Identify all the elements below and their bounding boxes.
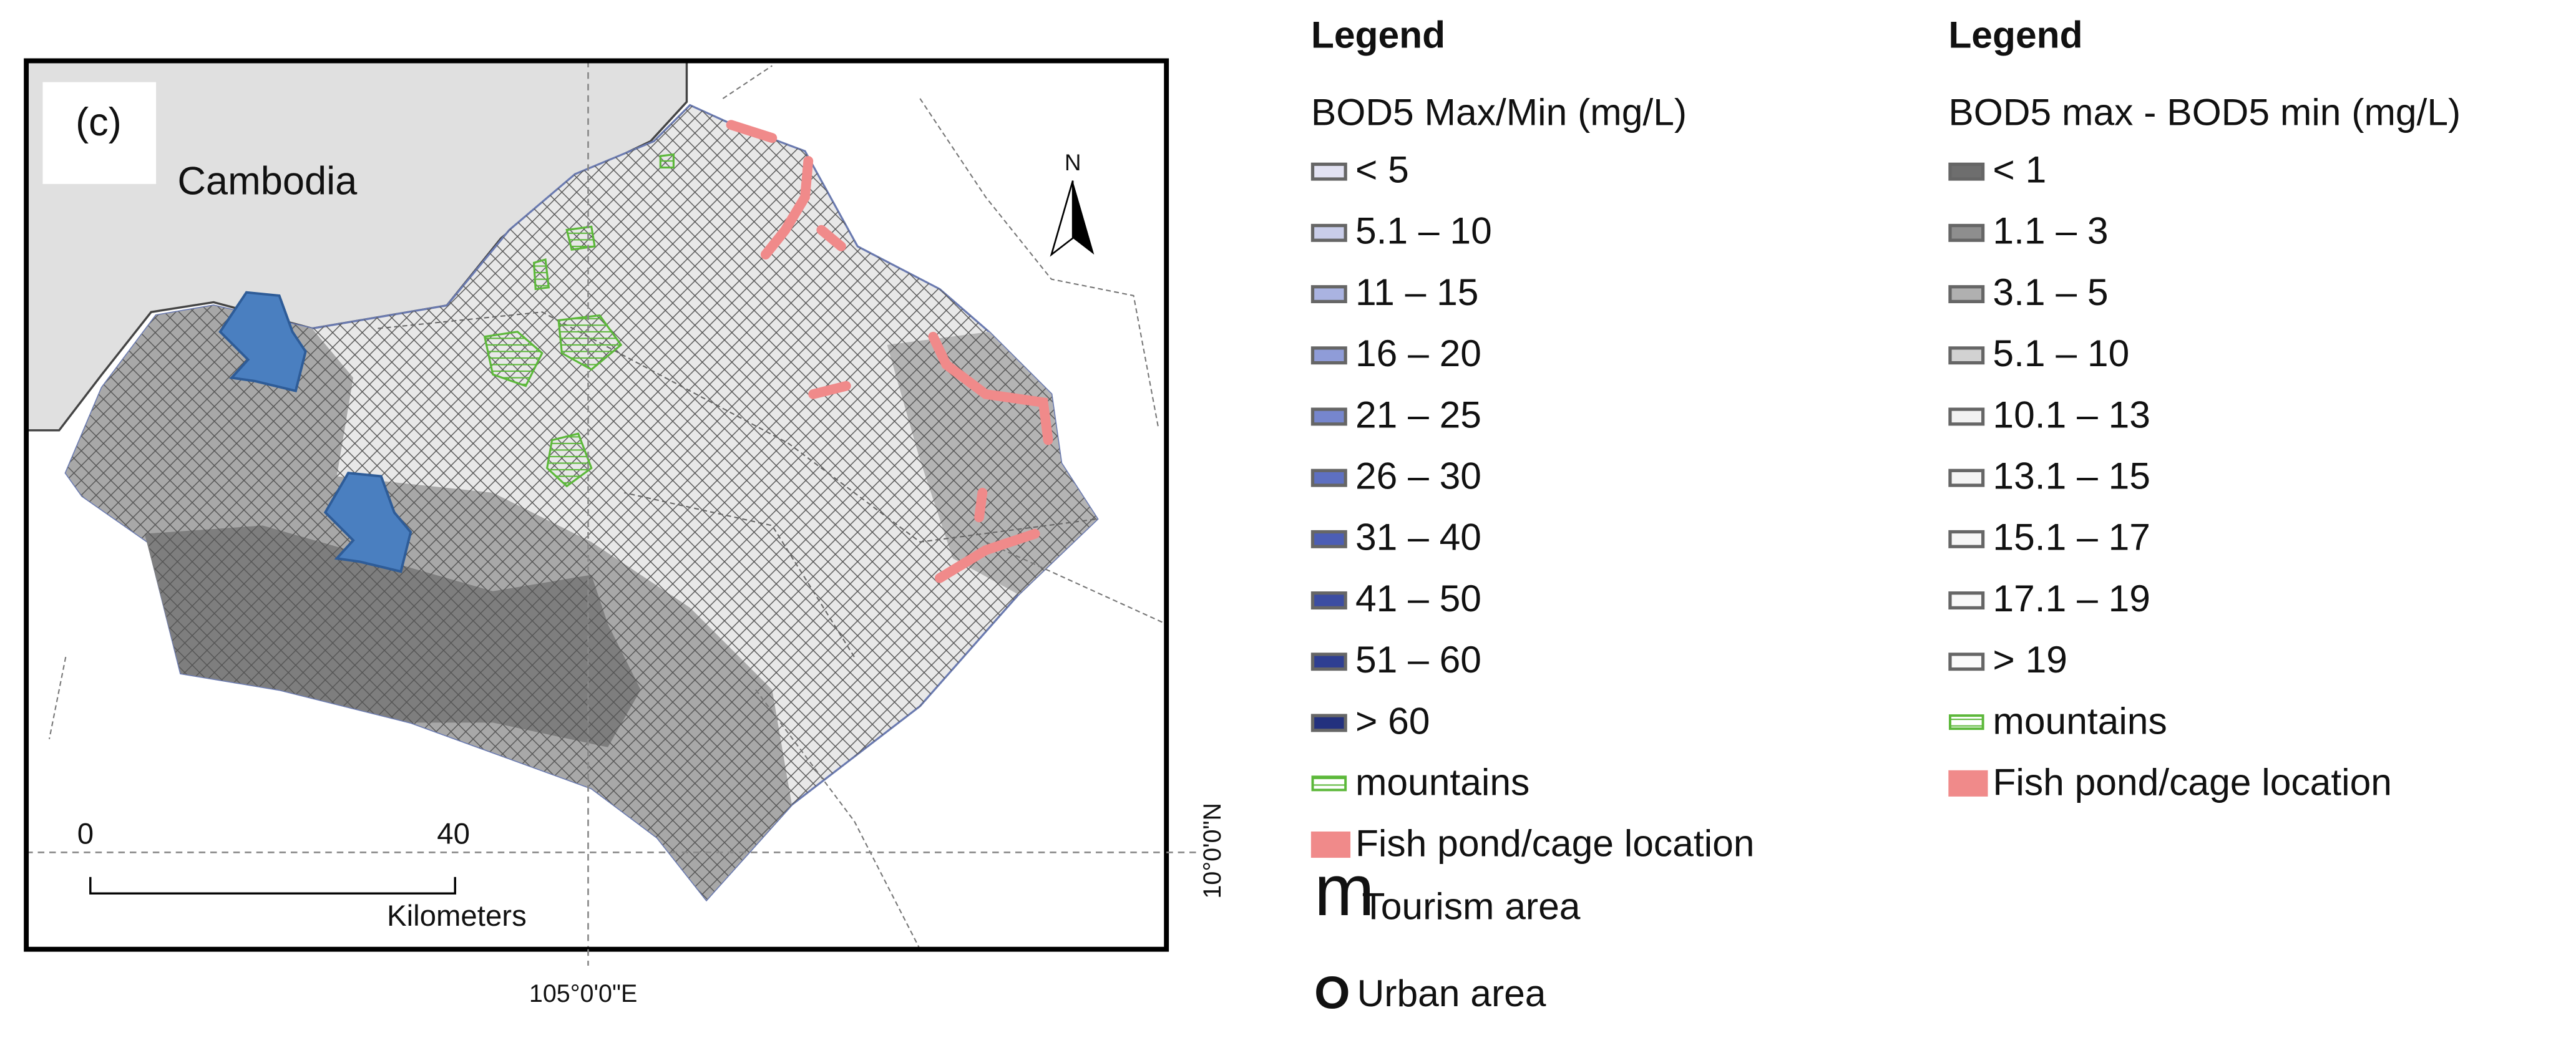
fish-pond xyxy=(928,331,1053,445)
district-boundaries xyxy=(378,311,1098,657)
legend-label: Fish pond/cage location xyxy=(1355,822,1755,865)
legend-label: 5.1 – 10 xyxy=(1355,210,1492,252)
longitude-label: 105°0'0"E xyxy=(529,980,637,1007)
legend-swatch xyxy=(1310,285,1347,304)
fish-pond xyxy=(760,156,814,260)
legend-swatch xyxy=(1310,407,1347,426)
legend-swatch xyxy=(1948,223,1985,242)
legend-swatch xyxy=(1310,346,1347,365)
legend-swatch xyxy=(1310,591,1347,610)
legend-label: mountains xyxy=(1355,760,1530,803)
fish-pond xyxy=(808,381,851,399)
legend-title: Legend xyxy=(1311,14,1445,56)
legend-label: mountains xyxy=(1993,699,2167,742)
legend-swatch xyxy=(1310,530,1347,548)
legend-label: 5.1 – 10 xyxy=(1993,332,2129,374)
legend-label: > 60 xyxy=(1355,699,1430,742)
legend-swatch xyxy=(1948,285,1985,304)
country-label: Cambodia xyxy=(177,160,358,203)
legend-symbol: m xyxy=(1314,850,1375,931)
legend-swatch xyxy=(1948,162,1985,181)
legend-swatch xyxy=(1310,468,1347,487)
mountain xyxy=(483,331,544,387)
legend-label: 41 – 50 xyxy=(1355,577,1481,619)
legend-swatch xyxy=(1948,653,1985,671)
legend-subtitle: BOD5 max - BOD5 min (mg/L) xyxy=(1948,90,2461,133)
arrow xyxy=(218,291,307,392)
map-area: (c) Cambodia N 0 40 Kilometers xyxy=(26,61,1167,949)
scale-unit: Kilometers xyxy=(387,900,527,933)
legend-swatch xyxy=(1310,653,1347,671)
legend-label: 13.1 – 15 xyxy=(1993,454,2150,497)
fish-pond xyxy=(974,487,988,523)
legend-swatch xyxy=(1948,530,1985,548)
mountain xyxy=(565,225,596,251)
scale-bar xyxy=(89,876,456,895)
legend-swatch xyxy=(1311,775,1347,792)
legend-symbol: O xyxy=(1314,966,1350,1018)
fish-pond xyxy=(816,225,846,251)
mountain xyxy=(545,432,593,488)
legend-label: Urban area xyxy=(1357,972,1546,1014)
legend-label: > 19 xyxy=(1993,638,2067,681)
fish-ponds xyxy=(726,120,1053,583)
legend-label: 15.1 – 17 xyxy=(1993,516,2150,558)
legend-label: 1.1 – 3 xyxy=(1993,210,2108,252)
latitude-label: 10°0'0"N xyxy=(1199,803,1226,899)
mountain xyxy=(557,314,623,371)
legend-swatch xyxy=(1948,714,1984,730)
crosshatch-overlay xyxy=(66,105,1098,900)
legend-label: 16 – 20 xyxy=(1355,332,1481,374)
map-frame xyxy=(24,58,1169,952)
fish-pond xyxy=(934,528,1040,583)
scale-start: 0 xyxy=(77,818,94,851)
mountains xyxy=(483,153,675,488)
legend-swatch xyxy=(1310,223,1347,242)
mountain xyxy=(532,258,550,291)
legend-swatch xyxy=(1310,831,1351,858)
legend-swatch xyxy=(1948,770,1988,797)
legend-label: < 1 xyxy=(1993,148,2046,190)
legend-swatch xyxy=(1948,468,1985,487)
legend-swatch xyxy=(1948,346,1985,365)
fish-pond xyxy=(726,120,778,143)
mountain xyxy=(659,153,675,169)
legend-label: 3.1 – 5 xyxy=(1993,271,2108,313)
legend-label: 31 – 40 xyxy=(1355,516,1481,558)
legend-title: Legend xyxy=(1948,14,2082,56)
legend-subtitle: BOD5 Max/Min (mg/L) xyxy=(1311,90,1687,133)
legend-label: Tourism area xyxy=(1362,885,1580,927)
legend-swatch xyxy=(1310,162,1347,181)
arrow xyxy=(323,472,412,573)
legend-label: 10.1 – 13 xyxy=(1993,393,2150,435)
scale-end: 40 xyxy=(437,818,470,851)
panel-label: (c) xyxy=(76,100,122,144)
legend-label: 21 – 25 xyxy=(1355,393,1481,435)
panel-label-box xyxy=(42,82,157,184)
legend-swatch xyxy=(1310,714,1347,732)
legend-label: 11 – 15 xyxy=(1355,271,1479,313)
legend-label: 51 – 60 xyxy=(1355,638,1481,681)
legend-swatch xyxy=(1948,591,1985,610)
legend-swatch xyxy=(1948,407,1985,426)
legend-label: 26 – 30 xyxy=(1355,454,1481,497)
legend-label: < 5 xyxy=(1355,148,1409,190)
north-label: N xyxy=(1065,150,1081,175)
north-arrow-right xyxy=(1073,180,1095,255)
border-lines xyxy=(48,65,1167,949)
legend-label: Fish pond/cage location xyxy=(1993,760,2392,803)
legend-label: 17.1 – 19 xyxy=(1993,577,2150,619)
